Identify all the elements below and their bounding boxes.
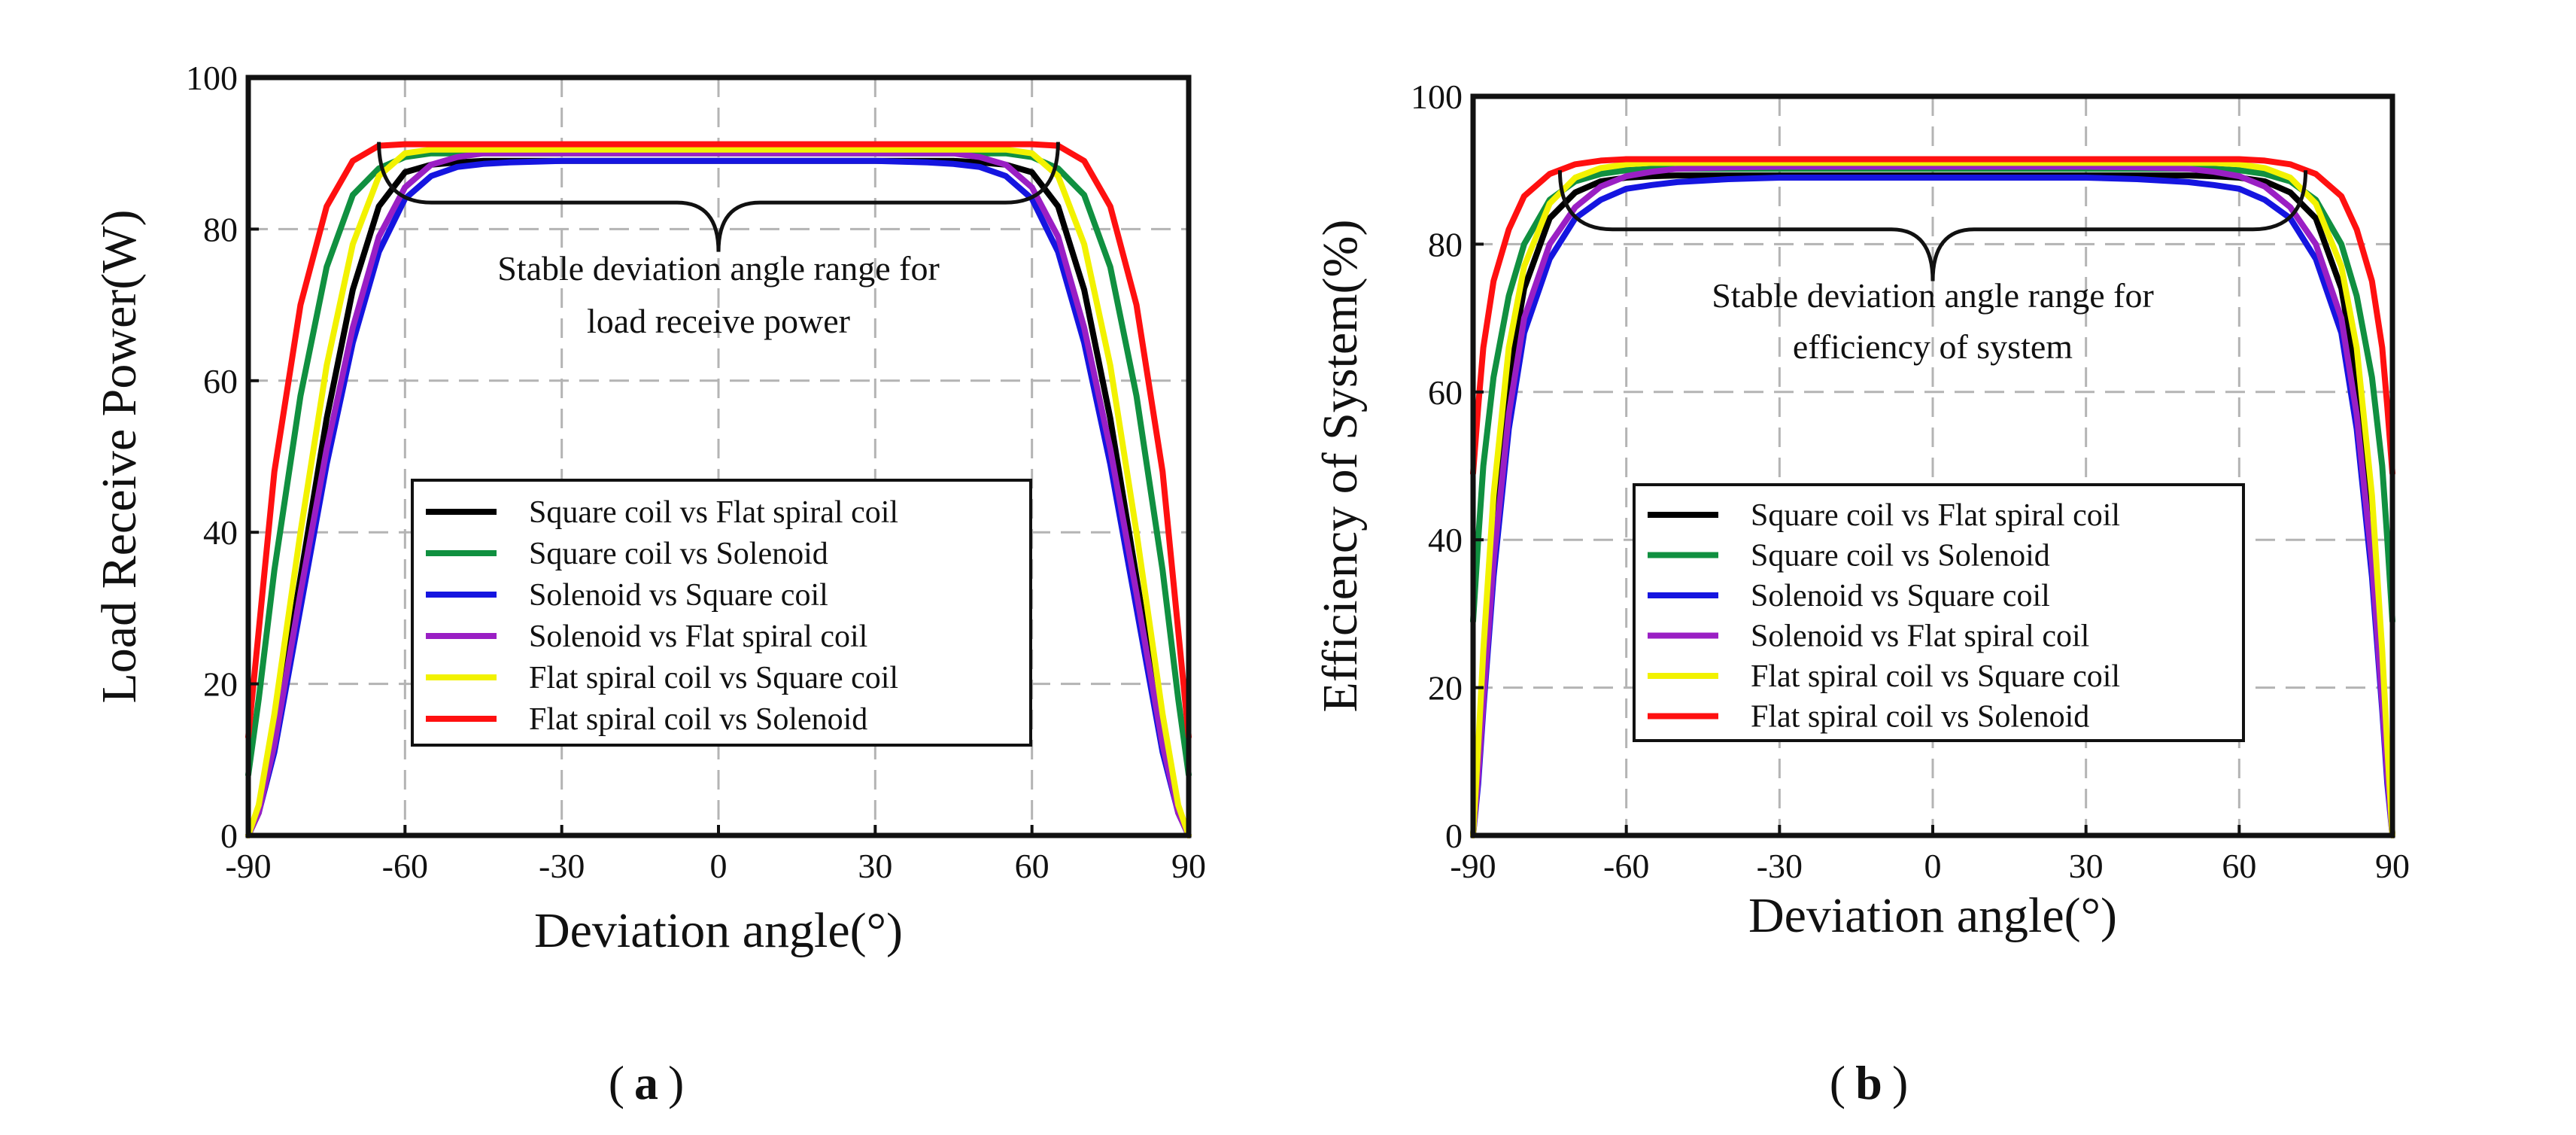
panel-a-y-tick-label: 40 [203,513,238,552]
panel-a-x-tick-label: 60 [1015,847,1050,885]
panel-b-legend-label-6: Flat spiral coil vs Solenoid [1751,700,2089,735]
panel-a-legend-label-6: Flat spiral coil vs Solenoid [529,702,867,737]
panel-b-x-tick-label: 30 [2069,847,2104,885]
panel-b-caption-open: ( [1830,1056,1845,1109]
panel-b-legend-label-5: Flat spiral coil vs Square coil [1751,659,2120,694]
panel-a-x-tick-label: -90 [225,847,271,885]
panel-a-y-tick-label: 100 [186,59,238,97]
panel-a-x-tick-label: 30 [858,847,892,885]
panel-b-series-line-5 [1470,160,2395,838]
panel-b-x-tick-label: -90 [1450,847,1496,885]
panel-a-legend-label-1: Square coil vs Flat spiral coil [529,495,898,530]
chart-panel-b: Stable deviation angle range for efficien… [1313,78,2410,943]
panel-b-x-tick-label: -30 [1757,847,1803,885]
panel-a-y-tick-label: 60 [203,362,238,400]
panel-b-series-line-3 [1470,175,2395,838]
panel-b-legend-box [1633,483,2245,742]
panel-b-annotation-brace [1557,170,2308,281]
panel-a-y-axis-label: Load Receive Power(W) [92,209,147,703]
panel-b-annotation-line-2: efficiency of system [1793,327,2073,366]
panel-a-caption-open: ( [609,1056,624,1109]
panel-a-series-line-3 [245,157,1192,838]
panel-b-x-tick-label: -60 [1603,847,1649,885]
panel-a-series-line-4 [245,150,1192,838]
panel-a-series-line-5 [245,146,1192,838]
panel-a-legend-label-3: Solenoid vs Square coil [529,578,828,613]
panel-a-legend-label-2: Square coil vs Solenoid [529,537,828,571]
panel-b-y-tick-label: 60 [1428,373,1463,412]
panel-b-y-tick-label: 100 [1411,78,1463,116]
panel-b-y-axis-label: Efficiency of System(%) [1313,220,1368,713]
panel-b-y-tick-label: 20 [1428,669,1463,707]
panel-a-caption-letter: a [634,1056,658,1109]
panel-b-caption-close: ) [1892,1056,1908,1109]
panel-b-x-axis-label: Deviation angle(°) [1748,888,2117,943]
panel-a-x-axis-label: Deviation angle(°) [534,903,903,958]
panel-a-x-tick-label: -30 [539,847,585,885]
panel-a-annotation-line-2: load receive power [587,302,850,340]
panel-a-legend-label-4: Solenoid vs Flat spiral coil [529,619,867,654]
panel-b-legend-label-4: Solenoid vs Flat spiral coil [1751,619,2089,654]
panel-b-y-tick-label: 0 [1445,817,1463,855]
panel-b-legend-label-2: Square coil vs Solenoid [1751,539,2050,574]
panel-a-legend-label-5: Flat spiral coil vs Square coil [529,661,898,695]
panel-b-series-line-4 [1470,163,2395,838]
panel-a-series-line-6 [245,141,1192,741]
panel-b-x-tick-label: 0 [1924,847,1942,885]
panel-b-legend-label-3: Solenoid vs Square coil [1751,579,2050,613]
panel-a-annotation-brace [377,141,1060,252]
panel-b-y-tick-label: 40 [1428,521,1463,559]
panel-a-y-tick-label: 0 [220,817,238,855]
chart-panel-a: Stable deviation angle range for load rec… [92,59,1206,958]
panel-a-annotation-line-1: Stable deviation angle range for [497,249,940,288]
panel-b-caption-letter: b [1855,1056,1882,1109]
panel-a-legend-box [411,479,1032,747]
panel-b-y-tick-label: 80 [1428,225,1463,263]
panel-b-x-tick-label: 90 [2375,847,2410,885]
panel-a-y-tick-label: 80 [203,210,238,248]
panel-b-annotation-line-1: Stable deviation angle range for [1712,276,2154,315]
panel-a-y-tick-label: 20 [203,665,238,704]
panel-b-series-line-6 [1470,156,2395,476]
panel-b-legend-label-1: Square coil vs Flat spiral coil [1751,498,2120,533]
panel-b-x-tick-label: 60 [2222,847,2256,885]
panel-a-x-tick-label: 0 [710,847,728,885]
panel-a-x-tick-label: 90 [1171,847,1206,885]
panel-a-caption-close: ) [668,1056,684,1109]
panel-a-x-tick-label: -60 [382,847,428,885]
